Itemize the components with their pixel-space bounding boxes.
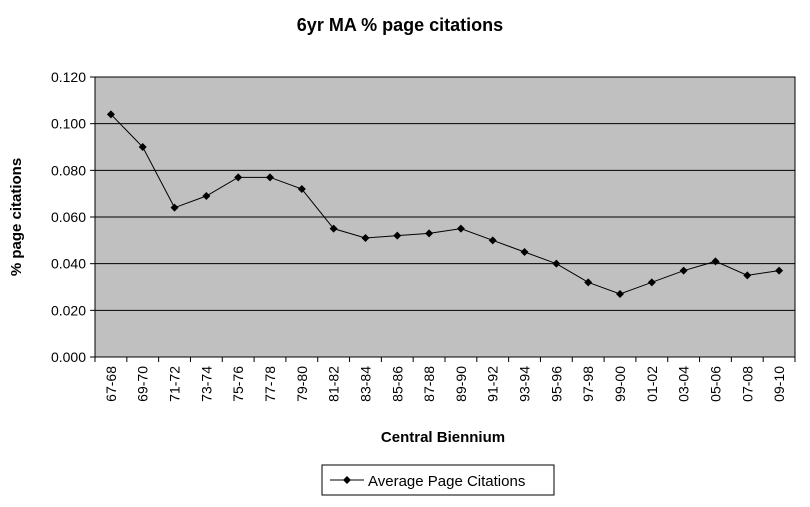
y-tick-label: 0.120 <box>51 69 86 85</box>
y-tick-label: 0.000 <box>51 349 86 365</box>
y-tick-label: 0.060 <box>51 209 86 225</box>
data-point-marker <box>138 143 147 151</box>
x-tick-label: 87-88 <box>421 366 437 402</box>
legend: Average Page Citations <box>321 464 555 496</box>
gridlines <box>95 123 795 311</box>
data-point-marker <box>202 192 211 200</box>
data-point-marker <box>456 224 465 233</box>
data-point-marker <box>647 278 656 287</box>
data-point-marker <box>584 278 593 287</box>
data-point-marker <box>393 231 402 240</box>
x-tick-label: 79-80 <box>294 366 310 402</box>
legend-diamond-marker <box>343 476 351 484</box>
data-point-marker <box>297 185 306 193</box>
series-line <box>110 113 780 295</box>
data-point-marker <box>743 271 752 280</box>
x-tick-label: 67-68 <box>103 366 119 402</box>
data-point-marker <box>234 173 243 182</box>
y-axis-title: % page citations <box>8 158 25 276</box>
data-point-marker <box>552 259 561 268</box>
x-tick-label: 89-90 <box>453 366 469 402</box>
x-tick-label: 91-92 <box>485 366 501 402</box>
x-tick-label: 73-74 <box>198 366 214 402</box>
data-point-marker <box>616 290 624 298</box>
data-point-marker <box>520 248 529 256</box>
x-tick-label: 69-70 <box>135 366 151 402</box>
data-point-marker <box>106 110 115 119</box>
y-tick-label: 0.040 <box>51 256 86 272</box>
data-point-marker <box>711 257 720 266</box>
data-point-marker <box>170 203 179 212</box>
chart-title: 6yr MA % page citations <box>297 15 503 35</box>
x-tick-label: 97-98 <box>580 366 596 402</box>
x-tick-label: 03-04 <box>676 366 692 402</box>
data-point-marker <box>329 224 338 233</box>
data-point-marker <box>361 234 370 242</box>
x-tick-label: 07-08 <box>739 366 755 402</box>
x-tick-label: 81-82 <box>326 366 342 402</box>
x-tick-label: 95-96 <box>548 366 564 402</box>
y-tick-label: 0.080 <box>51 162 86 178</box>
x-tick-label: 99-00 <box>612 366 628 402</box>
data-point-marker <box>488 236 497 245</box>
series-group <box>106 110 784 298</box>
y-tick-label: 0.100 <box>51 116 86 132</box>
x-tick-label: 01-02 <box>644 366 660 402</box>
data-point-marker <box>679 266 688 275</box>
legend-label: Average Page Citations <box>368 473 525 490</box>
x-tick-label: 75-76 <box>230 366 246 402</box>
x-tick-label: 83-84 <box>357 366 373 402</box>
data-point-marker <box>775 266 784 275</box>
x-tick-label: 77-78 <box>262 366 278 402</box>
x-tick-label: 09-10 <box>771 366 787 402</box>
y-tick-label: 0.020 <box>51 302 86 318</box>
data-point-marker <box>425 229 434 238</box>
y-axis-ticks: 0.000 0.020 0.040 0.060 0.080 0.100 0.120 <box>51 69 95 365</box>
x-tick-label: 93-94 <box>517 366 533 402</box>
x-axis-ticks: 67-68 69-70 71-72 73-74 75-76 77-78 79-80 81-82… <box>94 357 796 402</box>
x-axis-title: Central Biennium <box>381 429 505 446</box>
x-tick-label: 71-72 <box>167 366 183 402</box>
x-tick-label: 85-86 <box>389 366 405 402</box>
x-tick-label: 05-06 <box>707 366 723 402</box>
data-point-marker <box>266 173 274 182</box>
